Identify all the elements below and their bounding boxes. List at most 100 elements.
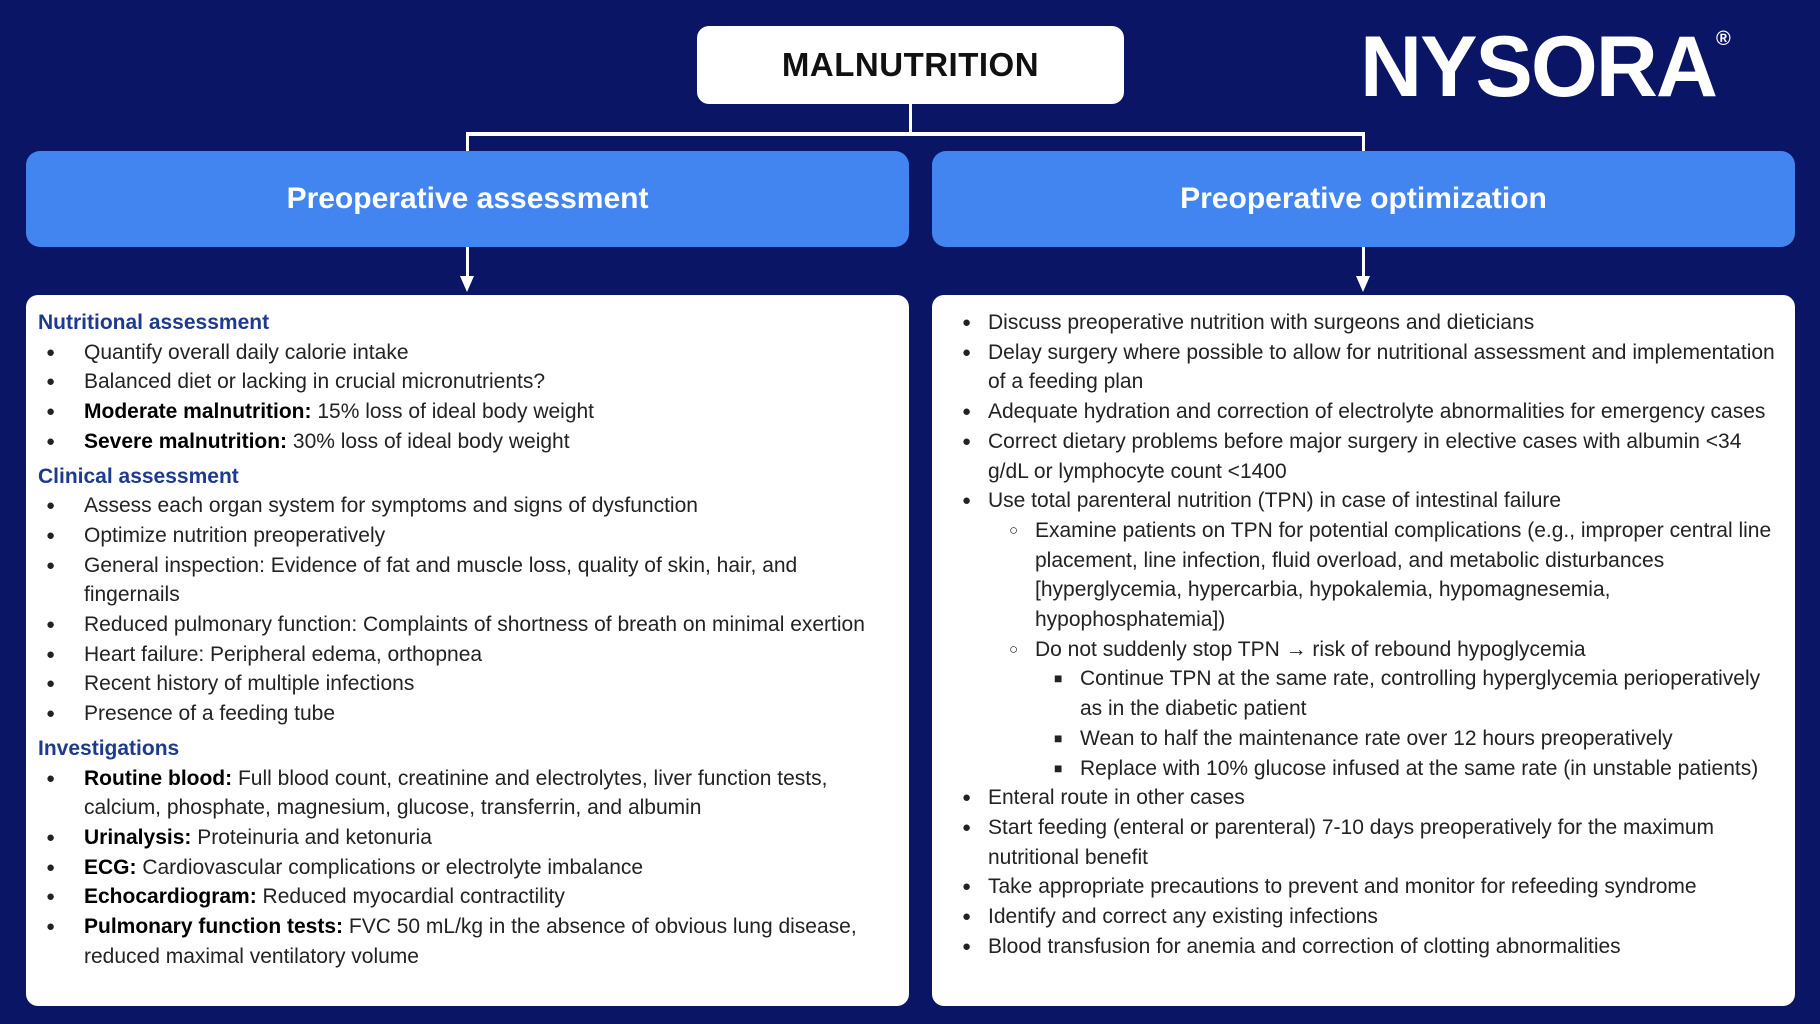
bullet-icon: ● bbox=[962, 403, 972, 421]
item-text: Assess each organ system for symptoms an… bbox=[84, 494, 698, 518]
item-text: Balanced diet or lacking in crucial micr… bbox=[84, 370, 546, 394]
list-item: ■ Continue TPN at the same rate, controll… bbox=[932, 664, 1795, 723]
bullet-icon: ● bbox=[46, 497, 56, 515]
square-bullet-icon: ■ bbox=[1054, 729, 1063, 746]
bullet-icon: ● bbox=[46, 432, 56, 450]
item-text: Start feeding (enteral or parenteral) 7-… bbox=[988, 815, 1715, 869]
nysora-logo: NYSORA® bbox=[1360, 18, 1731, 117]
registered-mark: ® bbox=[1715, 28, 1731, 50]
item-bold-label: ECG: bbox=[84, 855, 137, 879]
item-text: Recent history of multiple infections bbox=[84, 672, 415, 696]
item-text: Quantify overall daily calorie intake bbox=[84, 340, 409, 364]
list-item: ● Reduced pulmonary function: Complaints … bbox=[26, 610, 909, 640]
item-text: Proteinuria and ketonuria bbox=[191, 825, 432, 849]
item-bold-label: Moderate malnutrition: bbox=[84, 400, 312, 424]
list-item: ■ Wean to half the maintenance rate over … bbox=[932, 724, 1795, 754]
list-item: ● Recent history of multiple infections bbox=[26, 669, 909, 699]
bullet-icon: ● bbox=[962, 492, 972, 510]
bullet-icon: ● bbox=[962, 908, 972, 926]
logo-text: NYSORA bbox=[1360, 19, 1718, 115]
item-bold-label: Pulmonary function tests: bbox=[84, 915, 344, 939]
bullet-icon: ● bbox=[46, 343, 56, 361]
bullet-icon: ● bbox=[46, 918, 56, 936]
bullet-icon: ● bbox=[962, 432, 972, 450]
square-bullet-icon: ■ bbox=[1054, 759, 1063, 776]
section-heading: Nutritional assessment bbox=[38, 311, 270, 334]
connector-line bbox=[909, 104, 912, 134]
arrow-line bbox=[466, 247, 469, 277]
bullet-icon: ● bbox=[962, 314, 972, 331]
section-heading: Clinical assessment bbox=[38, 464, 239, 488]
malnutrition-title-box: MALNUTRITION bbox=[697, 26, 1124, 104]
list-item: ■ Replace with 10% glucose infused at the… bbox=[932, 754, 1795, 784]
list-item: ● Heart failure: Peripheral edema, orthop… bbox=[26, 640, 909, 670]
item-text: Optimize nutrition preoperatively bbox=[84, 523, 386, 547]
item-text: Presence of a feeding tube bbox=[84, 702, 336, 726]
preoperative-assessment-header: Preoperative assessment bbox=[26, 151, 909, 247]
list-item: ○ Do not suddenly stop TPN → risk of rebo… bbox=[932, 635, 1795, 665]
arrow-down-icon bbox=[1356, 276, 1370, 292]
item-text: Blood transfusion for anemia and correct… bbox=[988, 934, 1621, 958]
list-item: ● Urinalysis: Proteinuria and ketonuria bbox=[26, 823, 909, 853]
item-text: Delay surgery where possible to allow fo… bbox=[988, 340, 1775, 394]
item-text: Adequate hydration and correction of ele… bbox=[988, 400, 1766, 424]
item-text: Replace with 10% glucose infused at the … bbox=[1080, 756, 1759, 780]
bullet-icon: ● bbox=[46, 705, 56, 723]
item-text: 30% loss of ideal body weight bbox=[287, 429, 570, 453]
item-text: Do not suddenly stop TPN → risk of rebou… bbox=[1035, 637, 1586, 661]
list-item: ● Enteral route in other cases bbox=[932, 783, 1795, 813]
list-item: ● Assess each organ system for symptoms a… bbox=[26, 491, 909, 521]
list-item: ● Optimize nutrition preoperatively bbox=[26, 521, 909, 551]
bullet-icon: ● bbox=[46, 403, 56, 421]
item-bold-label: Urinalysis: bbox=[84, 825, 192, 849]
item-text: Continue TPN at the same rate, controlli… bbox=[1080, 667, 1761, 721]
arrow-down-icon bbox=[460, 276, 474, 292]
item-text: Cardiovascular complications or electrol… bbox=[136, 855, 644, 879]
bullet-icon: ● bbox=[962, 937, 972, 955]
arrow-line bbox=[1362, 247, 1365, 277]
assessment-panel: Nutritional assessment ● Quantify overall … bbox=[26, 295, 909, 1006]
list-item: ● Severe malnutrition: 30% loss of ideal … bbox=[26, 427, 909, 457]
list-item: ● Delay surgery where possible to allow f… bbox=[932, 338, 1795, 397]
item-bold-label: Routine blood: bbox=[84, 766, 233, 790]
bullet-icon: ● bbox=[46, 556, 56, 574]
list-item: ● Take appropriate precautions to prevent… bbox=[932, 872, 1795, 902]
list-item: ● Correct dietary problems before major s… bbox=[932, 427, 1795, 486]
list-item: ● Pulmonary function tests: FVC 50 mL/kg … bbox=[26, 912, 909, 971]
bullet-icon: ● bbox=[962, 789, 972, 807]
preoperative-optimization-header: Preoperative optimization bbox=[932, 151, 1795, 247]
item-text: Examine patients on TPN for potential co… bbox=[1035, 518, 1772, 632]
optimization-panel: ● Discuss preoperative nutrition with sur… bbox=[932, 295, 1795, 1006]
circle-bullet-icon: ○ bbox=[1009, 521, 1019, 539]
bullet-icon: ● bbox=[46, 858, 56, 876]
item-text: General inspection: Evidence of fat and … bbox=[84, 553, 798, 607]
bullet-icon: ● bbox=[46, 616, 56, 634]
bullet-icon: ● bbox=[46, 888, 56, 906]
bullet-icon: ● bbox=[46, 769, 56, 787]
bullet-icon: ● bbox=[46, 373, 56, 391]
connector-line bbox=[466, 132, 1365, 136]
item-text: Take appropriate precautions to prevent … bbox=[988, 875, 1697, 899]
square-bullet-icon: ■ bbox=[1054, 670, 1063, 687]
list-item: ● Routine blood: Full blood count, creati… bbox=[26, 764, 909, 823]
list-item: ● Identify and correct any existing infec… bbox=[932, 902, 1795, 932]
connector-line bbox=[466, 132, 469, 152]
list-item: ● Moderate malnutrition: 15% loss of idea… bbox=[26, 397, 909, 427]
list-item: ● Discuss preoperative nutrition with sur… bbox=[932, 308, 1795, 338]
list-item: ● Quantify overall daily calorie intake bbox=[26, 338, 909, 368]
item-text: Identify and correct any existing infect… bbox=[988, 905, 1378, 929]
list-item: ● Presence of a feeding tube bbox=[26, 699, 909, 729]
bullet-icon: ● bbox=[46, 675, 56, 693]
item-bold-label: Severe malnutrition: bbox=[84, 429, 288, 453]
list-item: ● Start feeding (enteral or parenteral) 7… bbox=[932, 813, 1795, 872]
list-item: ● General inspection: Evidence of fat and… bbox=[26, 551, 909, 610]
item-bold-label: Echocardiogram: bbox=[84, 885, 257, 909]
optimization-content: ● Discuss preoperative nutrition with sur… bbox=[932, 295, 1795, 1006]
assessment-content: Nutritional assessment ● Quantify overall … bbox=[26, 295, 909, 1006]
item-text: Wean to half the maintenance rate over 1… bbox=[1080, 726, 1673, 750]
item-text: Reduced pulmonary function: Complaints o… bbox=[84, 613, 865, 637]
item-text: Full blood count, creatinine and electro… bbox=[84, 766, 828, 820]
bullet-icon: ● bbox=[962, 818, 972, 836]
item-text: 15% loss of ideal body weight bbox=[311, 400, 595, 424]
list-item: ○ Examine patients on TPN for potential c… bbox=[932, 516, 1795, 635]
